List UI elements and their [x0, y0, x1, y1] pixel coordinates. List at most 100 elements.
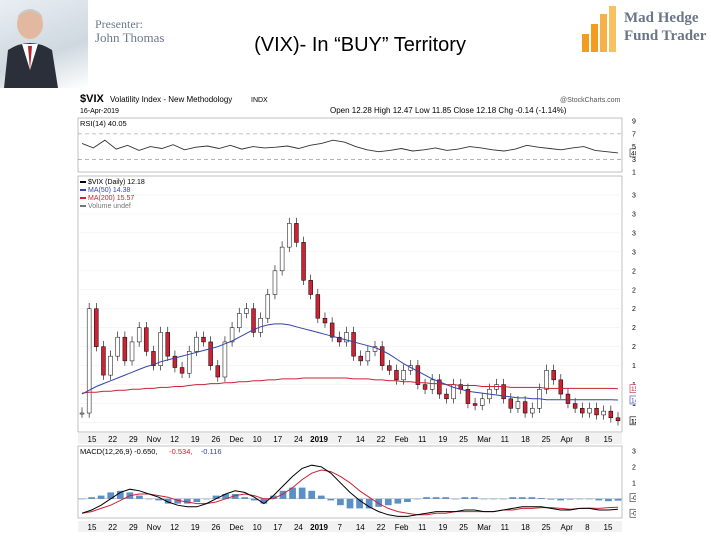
macd-legend-part: MACD(12,26,9) -0.650,: [80, 447, 158, 456]
price-tick-28: 28: [632, 268, 636, 275]
macd-x-tick-label: 22: [377, 523, 386, 532]
macd-panel: 1 2 3 MACD(12,26,9) -0.650, -0.534, -0.116 -0.…: [77, 445, 655, 519]
macd-x-tick-label: Mar: [477, 523, 491, 532]
candle-body: [587, 408, 592, 414]
price-legend-item: Volume undef: [88, 203, 131, 210]
macd-histogram-bar: [97, 495, 105, 499]
macd-x-tick-label: 11: [418, 523, 427, 532]
chart-svg: $VIX Volatility Index - New Methodology …: [77, 93, 655, 532]
macd-x-tick-label: 29: [129, 523, 138, 532]
price-x-axis: 15 22 29 Nov 12 19 26 Dec 10 17 24 2019 7 14 22 Feb 11 19…: [78, 433, 622, 444]
chart-ohlc: Open 12.28 High 12.47 Low 11.85 Close 12…: [330, 106, 567, 115]
macd-x-tick-label: 15: [88, 523, 97, 532]
macd-x-tick-label: 25: [542, 523, 551, 532]
macd-x-tick-label: 7: [337, 523, 342, 532]
candle-body: [201, 336, 206, 343]
candle-body: [279, 246, 285, 272]
candle-body: [379, 346, 385, 366]
price-x-tick-label: 2019: [310, 435, 328, 444]
macd-histogram-bar: [222, 494, 229, 499]
macd-histogram-bar: [605, 498, 612, 502]
candle-body: [229, 327, 235, 343]
candle-body: [179, 367, 185, 374]
macd-histogram-bar: [365, 498, 373, 509]
candle-body: [444, 393, 449, 400]
candle-body: [465, 389, 471, 404]
macd-histogram-bar: [308, 490, 316, 499]
candle-body: [594, 408, 599, 416]
macd-legend-part: -0.116: [201, 447, 222, 456]
macd-histogram-bar: [193, 498, 201, 502]
macd-histogram-bar: [384, 498, 392, 506]
macd-histogram-bar: [557, 498, 564, 501]
candle-body: [422, 384, 428, 390]
macd-histogram-bar: [566, 498, 574, 500]
price-tick-14: 14: [632, 401, 636, 408]
price-legend-swatch: [80, 205, 86, 207]
presenter-photo-graphic: [4, 9, 58, 88]
candle-body: [522, 401, 528, 414]
candle-body: [437, 379, 442, 395]
candle-body: [337, 336, 342, 343]
price-legend-item: $VIX (Daily) 12.18: [88, 179, 145, 186]
macd-x-tick-label: 8: [585, 523, 590, 532]
price-x-tick-label: 15: [604, 435, 613, 444]
macd-x-tick-label: 22: [108, 523, 117, 532]
stock-chart: $VIX Volatility Index - New Methodology …: [76, 90, 655, 540]
price-legend-swatch: [80, 197, 86, 199]
candle-body: [387, 365, 392, 371]
price-x-tick-label: 17: [273, 435, 282, 444]
candle-body: [358, 355, 363, 362]
macd-histogram-bar: [413, 498, 421, 500]
macd-histogram-bar: [212, 495, 220, 499]
candle-body: [308, 280, 313, 295]
macd-x-tick-label: Feb: [395, 523, 409, 532]
price-x-tick-label: 19: [438, 435, 447, 444]
candle-body: [108, 355, 113, 376]
price-x-axis-bg: [78, 433, 622, 444]
price-x-tick-label: Mar: [477, 435, 491, 444]
macd-histogram-bar: [183, 498, 191, 504]
macd-histogram-bar: [518, 497, 526, 499]
macd-tick-1: 1: [632, 480, 636, 487]
macd-x-tick-label: 18: [521, 523, 530, 532]
price-x-tick-label: 18: [521, 435, 530, 444]
macd-x-tick-label: 15: [604, 523, 613, 532]
macd-histogram-bar: [394, 498, 402, 504]
candle-body: [508, 398, 514, 409]
candle-body: [79, 412, 85, 415]
macd-last-label: -0.650: [631, 511, 636, 518]
rsi-tick-90: 90: [632, 119, 636, 126]
candle-body: [194, 336, 199, 352]
candle-body: [272, 270, 278, 295]
macd-last-label: -0.116: [631, 495, 636, 502]
macd-x-tick-label: 11: [501, 523, 510, 532]
candle-body: [515, 401, 521, 409]
price-x-tick-label: 15: [88, 435, 97, 444]
macd-histogram-bar: [289, 487, 296, 499]
candle-body: [479, 398, 485, 406]
candle-body: [222, 341, 228, 378]
macd-x-tick-label: 19: [438, 523, 447, 532]
candle-body: [551, 370, 556, 381]
macd-histogram-bar: [231, 494, 239, 499]
presenter-label: Presenter:: [95, 17, 143, 31]
rsi-tick-30: 30: [632, 157, 636, 164]
macd-histogram-bar: [432, 497, 440, 499]
candle-body: [315, 294, 321, 319]
candle-body: [429, 379, 435, 390]
candle-body: [415, 365, 421, 385]
candle-body: [344, 332, 349, 343]
macd-x-axis-bg: [78, 521, 622, 532]
macd-histogram-bar: [279, 490, 287, 499]
candle-body: [151, 351, 156, 366]
chart-date: 16-Apr-2019: [80, 108, 119, 115]
macd-histogram-bar: [88, 497, 95, 499]
price-legend-item: MA(50) 14.38: [88, 187, 131, 194]
macd-x-tick-label: 19: [191, 523, 200, 532]
ma50-line: [81, 323, 619, 401]
price-legend-swatch: [80, 189, 86, 191]
price-x-tick-label: 19: [191, 435, 200, 444]
price-tick-26: 26: [632, 287, 636, 294]
macd-x-tick-label: 25: [459, 523, 468, 532]
